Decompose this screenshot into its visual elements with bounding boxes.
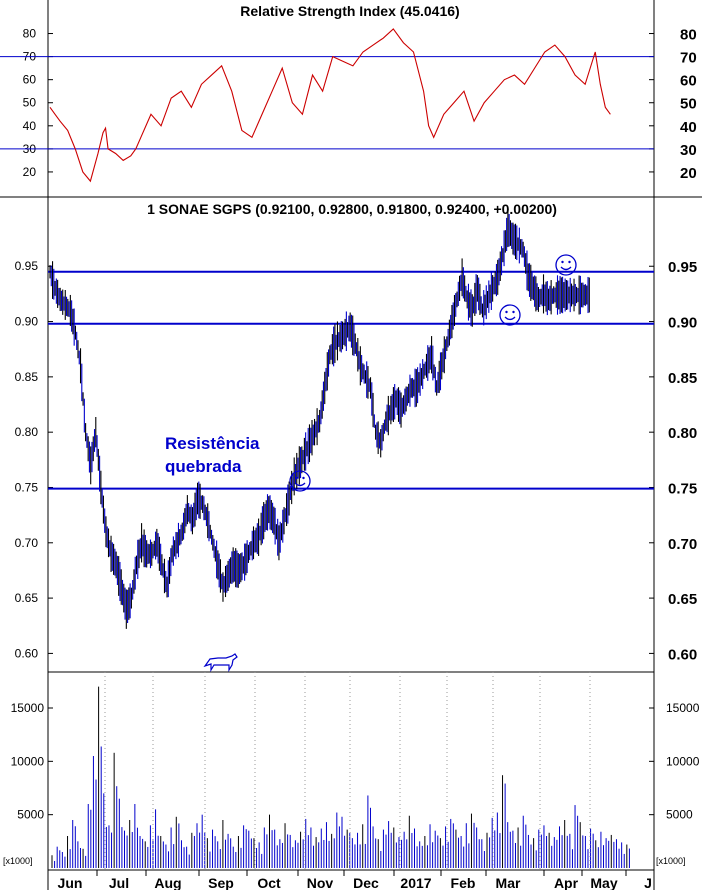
price-tick-right: 0.75 xyxy=(668,480,697,497)
rsi-title: Relative Strength Index (45.0416) xyxy=(240,3,459,19)
month-label: Jun xyxy=(58,875,83,890)
price-tick-left: 0.75 xyxy=(15,480,39,494)
month-label: Dec xyxy=(353,875,379,890)
bull-icon xyxy=(203,653,238,673)
smiley-face xyxy=(289,470,311,492)
volume-unit-left: [x1000] xyxy=(3,856,33,866)
rsi-line xyxy=(49,28,611,183)
price-tick-right: 0.80 xyxy=(668,425,697,442)
volume-tick-left: 5000 xyxy=(17,808,44,822)
smiley-mouth xyxy=(504,316,516,321)
month-label: Feb xyxy=(451,875,476,890)
price-tick-right: 0.70 xyxy=(668,536,697,553)
rsi-tick-left: 40 xyxy=(23,119,37,133)
rsi-tick-right: 40 xyxy=(680,119,697,136)
smiley-icon xyxy=(499,304,521,326)
month-label: Mar xyxy=(496,875,521,890)
volume-unit-right: [x1000] xyxy=(656,856,686,866)
month-label: Sep xyxy=(208,875,234,890)
smiley-eye xyxy=(295,476,298,480)
smiley-face xyxy=(499,304,521,326)
volume-tick-right: 5000 xyxy=(666,808,693,822)
month-label: Aug xyxy=(154,875,181,890)
price-tick-right: 0.65 xyxy=(668,591,697,608)
price-title: 1 SONAE SGPS (0.92100, 0.92800, 0.91800,… xyxy=(147,201,557,217)
month-label: J xyxy=(644,875,652,890)
price-tick-left: 0.60 xyxy=(15,646,39,660)
annotation-line-1: Resistência xyxy=(165,434,260,453)
month-axis: Jun Jul Aug Sep Oct Nov Dec 2017 Feb Mar Apr May J xyxy=(47,672,654,890)
volume-tick-left: 15000 xyxy=(11,701,45,715)
annotation-line-2: quebrada xyxy=(165,457,242,476)
smiley-eye xyxy=(512,310,515,314)
smiley-icon xyxy=(555,254,577,276)
smiley-eye xyxy=(568,260,571,264)
rsi-tick-right: 60 xyxy=(680,73,697,90)
price-tick-left: 0.70 xyxy=(15,536,39,550)
smiley-eye xyxy=(561,260,564,264)
month-label: Apr xyxy=(554,875,579,890)
rsi-tick-left: 50 xyxy=(23,96,37,110)
rsi-tick-left: 60 xyxy=(23,73,37,87)
price-tick-right: 0.60 xyxy=(668,646,697,663)
month-label: Nov xyxy=(307,875,334,890)
volume-tick-right: 10000 xyxy=(666,754,700,768)
month-label: 2017 xyxy=(400,875,431,890)
rsi-tick-right: 70 xyxy=(680,50,697,67)
price-tick-left: 0.80 xyxy=(15,425,39,439)
rsi-tick-right: 80 xyxy=(680,27,697,44)
rsi-tick-right: 30 xyxy=(680,142,697,159)
price-tick-right: 0.95 xyxy=(668,259,697,276)
price-tick-right: 0.90 xyxy=(668,315,697,332)
volume-tick-left: 10000 xyxy=(11,754,45,768)
rsi-tick-left: 20 xyxy=(23,165,37,179)
month-label: Oct xyxy=(257,875,281,890)
volume-tick-right: 15000 xyxy=(666,701,700,715)
smiley-eye xyxy=(302,476,305,480)
price-tick-right: 0.85 xyxy=(668,370,697,387)
price-tick-left: 0.90 xyxy=(15,315,39,329)
price-tick-left: 0.65 xyxy=(15,591,39,605)
smiley-eye xyxy=(505,310,508,314)
rsi-tick-left: 80 xyxy=(23,27,37,41)
smiley-face xyxy=(555,254,577,276)
smiley-mouth xyxy=(560,266,572,271)
price-panel: 0.60 0.60 0.65 0.65 0.70 0.70 0.75 0.75 0.80 0.80… xyxy=(15,207,697,663)
rsi-tick-right: 20 xyxy=(680,165,697,182)
month-label: May xyxy=(590,875,617,890)
month-label: Jul xyxy=(109,875,129,890)
smiley-icon xyxy=(289,470,311,492)
smiley-mouth xyxy=(294,482,306,487)
volume-panel: 5000 5000 10000 10000 15000 15000 [x1000] [x100… xyxy=(3,686,700,868)
price-tick-left: 0.95 xyxy=(15,259,39,273)
price-tick-left: 0.85 xyxy=(15,370,39,384)
rsi-tick-right: 50 xyxy=(680,96,697,113)
